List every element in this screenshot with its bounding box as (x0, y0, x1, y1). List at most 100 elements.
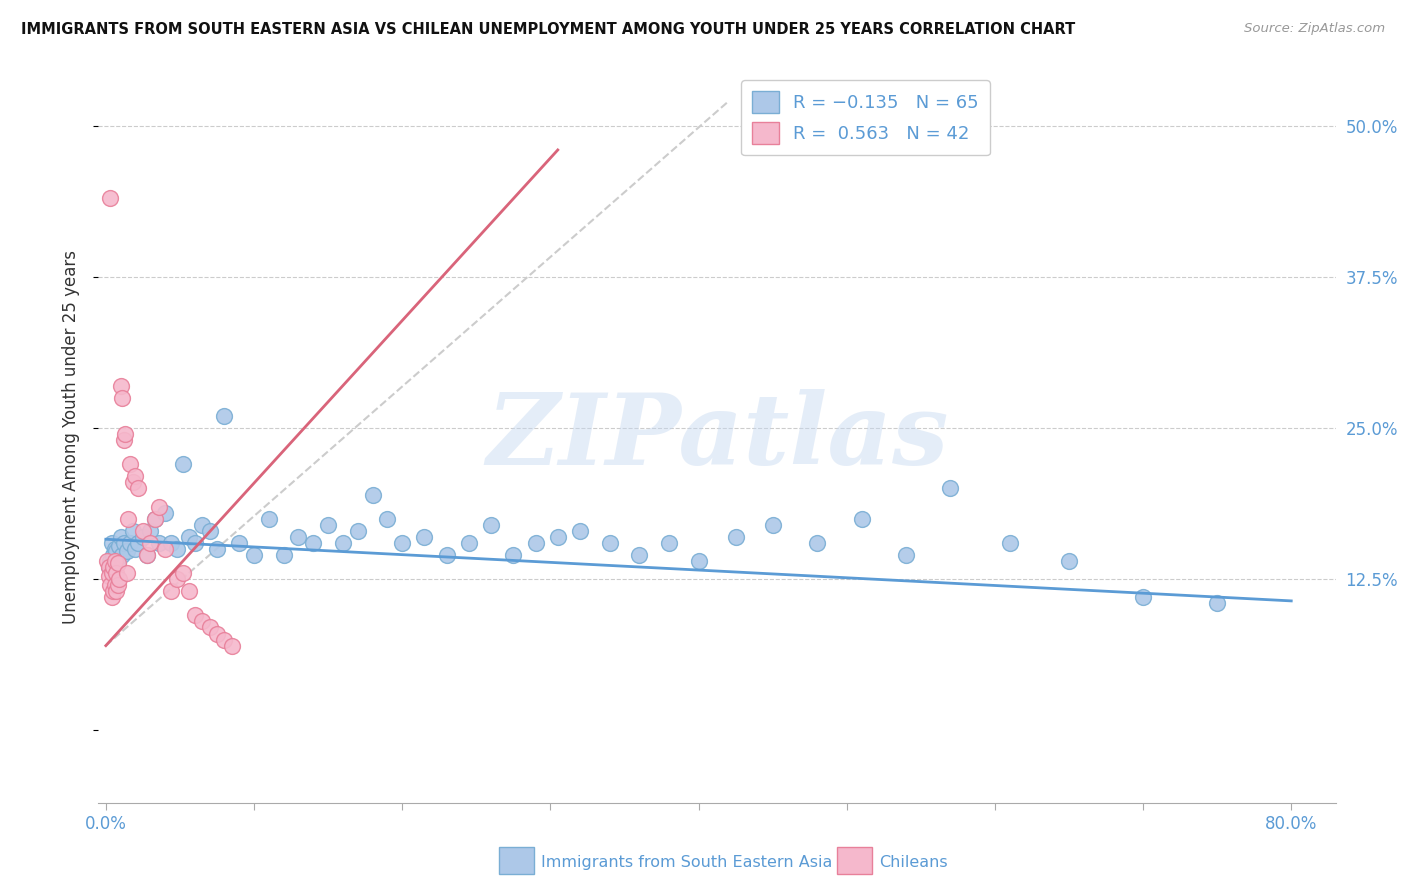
Point (124, 541, 146, 556)
Point (599, 536, 621, 550)
Point (1057, 554, 1080, 568)
Point (998, 536, 1021, 550)
Point (302, 536, 325, 550)
Point (107, 578, 129, 592)
Point (287, 530, 309, 544)
Point (332, 536, 354, 550)
Point (110, 530, 132, 544)
Point (166, 572, 188, 586)
Point (391, 536, 413, 550)
Point (436, 548, 458, 562)
Point (127, 536, 149, 550)
Point (104, 541, 127, 556)
Point (111, 548, 134, 562)
Point (184, 536, 207, 550)
Point (160, 584, 183, 599)
Point (205, 541, 228, 556)
Point (1132, 591, 1154, 605)
Point (524, 536, 547, 550)
Point (806, 536, 828, 550)
Point (361, 487, 384, 501)
Point (100, 566, 122, 580)
Legend: R = −0.135   N = 65, R =  0.563   N = 42: R = −0.135 N = 65, R = 0.563 N = 42 (741, 80, 990, 155)
Point (177, 584, 200, 599)
Point (121, 524, 143, 538)
Point (117, 511, 139, 525)
Point (110, 378, 132, 392)
Point (105, 566, 128, 580)
Point (100, 591, 122, 605)
Point (724, 530, 747, 544)
Point (191, 615, 214, 629)
Point (105, 584, 128, 599)
Point (136, 548, 159, 562)
Point (111, 391, 134, 405)
Point (172, 457, 194, 471)
Point (118, 536, 141, 550)
Point (214, 409, 236, 423)
Point (114, 427, 136, 442)
Point (658, 536, 681, 550)
Text: ZIPatlas: ZIPatlas (486, 389, 948, 485)
Point (479, 517, 502, 532)
Text: Immigrants from South Eastern Asia: Immigrants from South Eastern Asia (541, 855, 832, 870)
Point (688, 554, 710, 568)
Point (96, 554, 118, 568)
Point (628, 548, 651, 562)
Text: IMMIGRANTS FROM SOUTH EASTERN ASIA VS CHILEAN UNEMPLOYMENT AMONG YOUTH UNDER 25 : IMMIGRANTS FROM SOUTH EASTERN ASIA VS CH… (21, 22, 1076, 37)
Point (177, 530, 200, 544)
Point (153, 541, 176, 556)
Point (198, 524, 221, 538)
Point (108, 572, 131, 586)
Point (103, 584, 125, 599)
Point (97, 568, 120, 582)
Point (148, 536, 170, 550)
Point (132, 524, 155, 538)
Point (198, 620, 221, 634)
Point (569, 524, 592, 538)
Point (98, 554, 121, 568)
Point (103, 560, 125, 574)
Point (143, 511, 166, 525)
Text: Chileans: Chileans (879, 855, 948, 870)
Point (457, 536, 479, 550)
Point (413, 530, 436, 544)
Y-axis label: Unemployment Among Youth under 25 years: Unemployment Among Youth under 25 years (62, 250, 80, 624)
Point (148, 500, 170, 514)
Point (172, 566, 194, 580)
Point (243, 548, 266, 562)
Point (100, 536, 122, 550)
Point (97, 560, 120, 574)
Point (160, 536, 183, 550)
Point (139, 524, 162, 538)
Point (105, 544, 128, 558)
Point (107, 557, 129, 571)
Point (103, 548, 125, 562)
Point (166, 541, 188, 556)
Point (107, 557, 129, 571)
Point (97, 560, 120, 574)
Point (115, 544, 138, 558)
Point (221, 639, 243, 653)
Point (98, 191, 121, 205)
Text: Source: ZipAtlas.com: Source: ZipAtlas.com (1244, 22, 1385, 36)
Point (115, 566, 138, 580)
Point (104, 554, 127, 568)
Point (143, 511, 166, 525)
Point (191, 517, 214, 532)
Point (124, 469, 146, 483)
Point (762, 517, 785, 532)
Point (108, 540, 131, 554)
Point (153, 506, 176, 520)
Point (547, 530, 569, 544)
Point (316, 517, 339, 532)
Point (118, 457, 141, 471)
Point (228, 536, 250, 550)
Point (894, 548, 917, 562)
Point (214, 632, 236, 647)
Point (132, 530, 155, 544)
Point (136, 548, 159, 562)
Point (377, 511, 399, 525)
Point (112, 433, 135, 447)
Point (98, 578, 121, 592)
